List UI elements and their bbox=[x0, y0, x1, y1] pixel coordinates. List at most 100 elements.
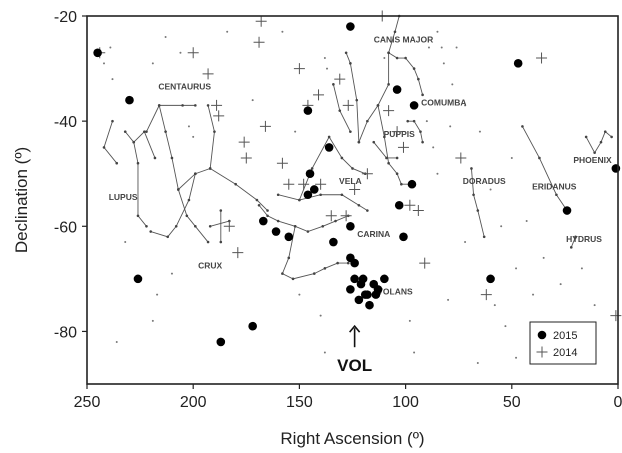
constellation-star bbox=[569, 246, 573, 249]
point-2014 bbox=[325, 210, 337, 222]
constellation-star bbox=[521, 125, 524, 128]
constellation-label: LUPUS bbox=[109, 192, 138, 202]
constellation-labels: CANIS MAJOR CENTAURUS COMUMBA PUPPIS VELA PHO… bbox=[109, 34, 612, 296]
background-star bbox=[425, 120, 428, 123]
constellation-star bbox=[213, 130, 216, 133]
x-tick-label: 150 bbox=[286, 394, 313, 411]
constellation-star bbox=[366, 209, 369, 212]
background-star bbox=[298, 293, 301, 296]
background-star bbox=[525, 220, 528, 223]
background-star bbox=[170, 272, 173, 275]
background-star bbox=[383, 57, 386, 60]
point-2015 bbox=[365, 300, 374, 310]
constellation-star bbox=[603, 130, 607, 133]
point-2015 bbox=[248, 321, 257, 331]
constellation-star bbox=[340, 193, 344, 197]
constellation-star bbox=[149, 230, 153, 233]
constellation-star bbox=[132, 140, 136, 144]
constellation-star bbox=[387, 161, 390, 165]
point-2015 bbox=[271, 227, 281, 236]
constellation-label: CENTAURUS bbox=[158, 82, 211, 92]
constellation-star bbox=[206, 240, 210, 244]
point-2015 bbox=[350, 258, 359, 268]
constellation-star bbox=[574, 235, 577, 239]
constellation-star bbox=[476, 209, 480, 212]
constellation-star bbox=[387, 83, 390, 86]
background-star bbox=[442, 62, 445, 65]
point-2015 bbox=[486, 274, 495, 284]
constellation-star bbox=[366, 119, 369, 123]
y-axis-title: Declination (º) bbox=[12, 147, 31, 253]
constellation-star bbox=[177, 188, 180, 191]
constellation-line bbox=[133, 130, 156, 159]
point-2014 bbox=[412, 205, 424, 217]
background-star bbox=[464, 104, 467, 107]
point-2015 bbox=[258, 216, 268, 226]
legend-label-2015: 2015 bbox=[553, 330, 577, 342]
constellation-star bbox=[395, 56, 399, 60]
point-2014 bbox=[397, 141, 409, 153]
constellation-star bbox=[340, 156, 344, 160]
y-tick-label: -60 bbox=[54, 219, 77, 236]
point-2014 bbox=[253, 36, 265, 48]
background-star bbox=[251, 99, 254, 102]
series-2015 bbox=[93, 22, 621, 347]
constellation-line bbox=[281, 226, 349, 280]
point-2014 bbox=[334, 73, 346, 85]
background-star bbox=[510, 156, 513, 159]
point-2014 bbox=[315, 178, 327, 190]
constellation-star bbox=[610, 135, 613, 139]
constellation-line bbox=[470, 168, 485, 237]
legend: 2015 2014 bbox=[529, 321, 597, 365]
point-2014 bbox=[255, 15, 267, 27]
point-2015 bbox=[346, 221, 355, 231]
constellation-star bbox=[406, 119, 410, 123]
constellation-star bbox=[312, 272, 316, 275]
point-2015 bbox=[133, 274, 143, 284]
background-star bbox=[451, 83, 454, 86]
constellation-star bbox=[276, 219, 280, 223]
point-2014 bbox=[298, 178, 310, 190]
legend-marker-2014 bbox=[536, 346, 548, 358]
constellation-star bbox=[400, 182, 403, 186]
point-2015 bbox=[125, 95, 134, 105]
constellation-star bbox=[136, 214, 140, 218]
constellation-star bbox=[208, 224, 212, 228]
background-star bbox=[226, 30, 229, 33]
constellation-label: PHOENIX bbox=[573, 155, 612, 165]
constellation-line bbox=[522, 126, 568, 211]
constellation-line bbox=[570, 236, 576, 248]
point-2014 bbox=[187, 47, 199, 59]
constellation-star bbox=[310, 167, 314, 170]
constellation-star bbox=[174, 224, 178, 228]
constellation-star bbox=[584, 135, 588, 139]
constellation-star bbox=[593, 151, 596, 154]
point-2014 bbox=[283, 178, 295, 190]
constellation-line bbox=[158, 105, 209, 243]
constellation-star bbox=[355, 98, 359, 102]
constellation-star bbox=[143, 130, 146, 133]
point-2014 bbox=[383, 105, 395, 117]
point-2015 bbox=[303, 190, 313, 200]
point-2015 bbox=[611, 164, 621, 173]
constellation-star bbox=[376, 104, 380, 107]
constellation-star bbox=[412, 67, 416, 70]
background-star bbox=[408, 319, 411, 322]
point-2015 bbox=[371, 290, 381, 299]
background-star bbox=[151, 62, 154, 65]
point-2014 bbox=[610, 310, 622, 322]
constellation-star bbox=[194, 172, 197, 176]
point-2014 bbox=[391, 126, 403, 138]
background-star bbox=[115, 340, 118, 343]
background-star bbox=[559, 283, 562, 286]
constellation-line bbox=[178, 167, 268, 211]
background-star bbox=[449, 125, 452, 128]
constellation-line bbox=[210, 220, 230, 227]
background-star bbox=[281, 30, 284, 33]
constellation-star bbox=[111, 119, 114, 123]
constellation-star bbox=[357, 203, 361, 207]
point-2015 bbox=[93, 48, 102, 58]
point-2015 bbox=[363, 290, 372, 299]
constellation-line bbox=[124, 131, 147, 227]
constellation-star bbox=[419, 130, 422, 133]
